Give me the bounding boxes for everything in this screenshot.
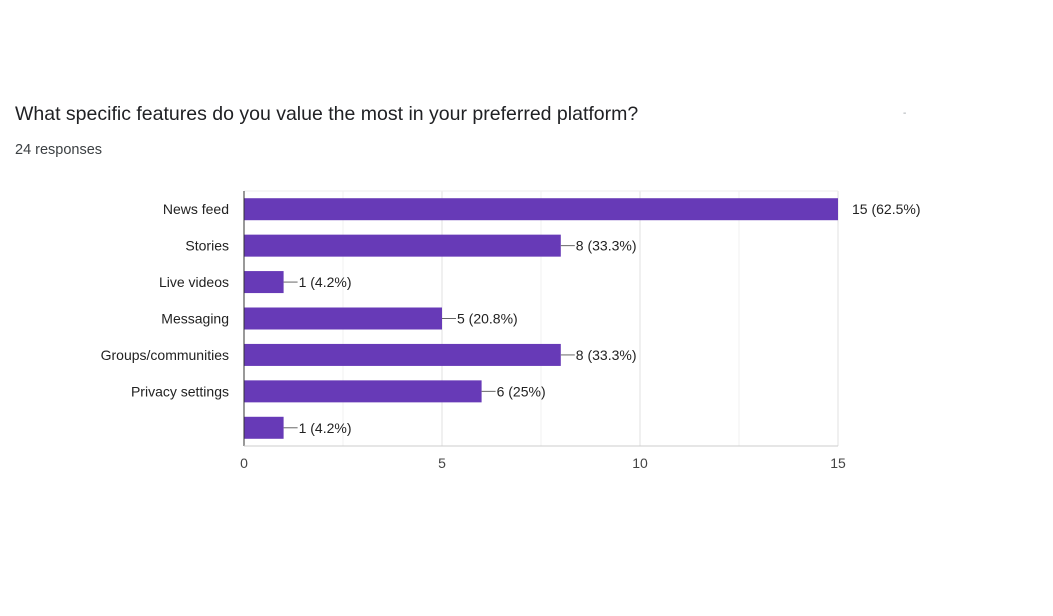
bar (244, 307, 442, 330)
bar (244, 271, 284, 294)
x-tick-label: 15 (830, 455, 846, 471)
value-label: 6 (25%) (497, 383, 546, 399)
value-label: 1 (4.2%) (299, 420, 352, 436)
category-label: Groups/communities (101, 347, 229, 363)
x-tick-label: 0 (240, 455, 248, 471)
value-label: 1 (4.2%) (299, 274, 352, 290)
corner-mark: - (903, 108, 907, 119)
bar (244, 343, 561, 366)
value-label: 8 (33.3%) (576, 347, 637, 363)
bar (244, 198, 838, 221)
x-tick-label: 10 (632, 455, 648, 471)
bar (244, 416, 284, 439)
x-tick-label: 5 (438, 455, 446, 471)
value-label: 8 (33.3%) (576, 238, 637, 254)
value-label: 5 (20.8%) (457, 311, 518, 327)
category-label: Messaging (161, 311, 229, 327)
question-title: What specific features do you value the … (15, 103, 639, 125)
bar (244, 380, 482, 403)
category-label: News feed (163, 201, 229, 217)
category-label: Stories (185, 238, 229, 254)
response-count: 24 responses (15, 142, 103, 158)
category-label: Privacy settings (131, 383, 229, 399)
value-label: 15 (62.5%) (852, 201, 920, 217)
category-label: Live videos (159, 274, 229, 290)
bar (244, 234, 561, 257)
